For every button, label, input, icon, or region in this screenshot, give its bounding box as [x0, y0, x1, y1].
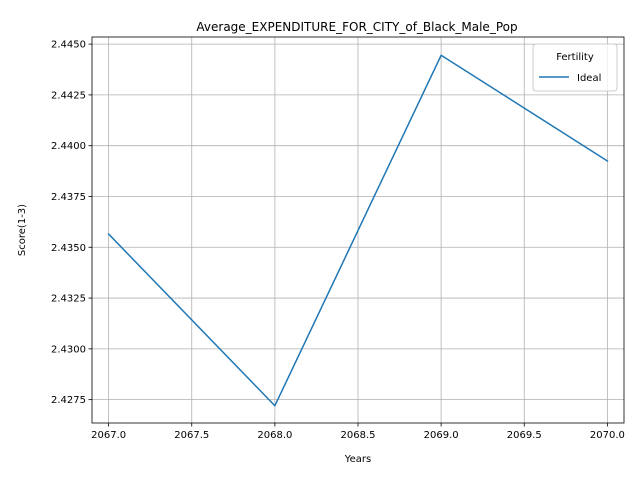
legend-box — [532, 43, 618, 92]
series-layer — [107, 54, 609, 407]
legend: Fertility Ideal — [532, 43, 618, 92]
y-tick-label: 2.4400 — [51, 141, 86, 152]
chart-title: Average_EXPENDITURE_FOR_CITY_of_Black_Ma… — [196, 20, 517, 34]
y-tick-label: 2.4275 — [51, 395, 86, 406]
x-tick-label: 2070.0 — [590, 430, 625, 441]
grid-lines — [92, 37, 624, 423]
y-tick-label: 2.4300 — [51, 344, 86, 355]
x-tick-label: 2068.5 — [341, 430, 376, 441]
y-tick-label: 2.4425 — [51, 90, 86, 101]
x-tick-label: 2067.5 — [174, 430, 209, 441]
series-line-ideal — [107, 54, 609, 407]
y-axis-label: Score(1-3) — [17, 204, 28, 256]
y-tick-label: 2.4350 — [51, 243, 86, 254]
x-axis-ticks: 2067.0 2067.5 2068.0 2068.5 2069.0 2069.5 2070… — [91, 423, 625, 441]
x-tick-label: 2067.0 — [91, 430, 126, 441]
y-axis-ticks: 2.4275 2.4300 2.4325 2.4350 2.4375 2.4400 2.44… — [51, 40, 92, 406]
y-tick-label: 2.4325 — [51, 294, 86, 305]
y-tick-label: 2.4450 — [51, 40, 86, 51]
x-tick-label: 2069.5 — [507, 430, 542, 441]
x-tick-label: 2068.0 — [257, 430, 292, 441]
legend-entry-ideal: Ideal — [577, 73, 601, 84]
legend-title: Fertility — [556, 52, 594, 63]
y-tick-label: 2.4375 — [51, 192, 86, 203]
x-axis-label: Years — [344, 454, 371, 465]
x-tick-label: 2069.0 — [424, 430, 459, 441]
